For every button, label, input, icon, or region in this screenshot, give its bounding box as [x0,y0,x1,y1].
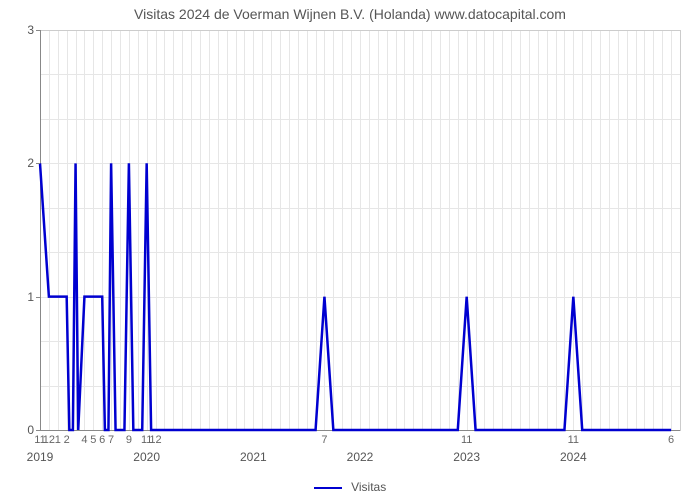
x-tick-month-label: 12 [43,434,55,446]
legend-label: Visitas [351,480,386,494]
x-tick-month-label: 7 [108,434,114,446]
x-tick-year-label: 2023 [453,450,480,464]
x-tick-month-label: 2 [64,434,70,446]
line-chart-svg [40,30,680,430]
x-tick-month-label: 6 [99,434,105,446]
legend-swatch [314,487,342,489]
chart-container: Visitas 2024 de Voerman Wijnen B.V. (Hol… [0,0,700,500]
x-tick-month-label: 11 [461,434,472,446]
x-tick-year-label: 2022 [347,450,374,464]
x-tick-year-label: 2019 [27,450,54,464]
y-tick-label: 2 [27,156,34,170]
x-tick-month-label: 4 [81,434,87,446]
data-line [40,163,671,430]
x-tick-year-label: 2024 [560,450,587,464]
x-tick-year-label: 2021 [240,450,267,464]
x-tick-month-label: 7 [321,434,327,446]
x-tick-month-label: 6 [668,434,674,446]
legend: Visitas [0,480,700,494]
x-tick-month-label: 11 [568,434,579,446]
chart-title: Visitas 2024 de Voerman Wijnen B.V. (Hol… [0,6,700,22]
y-tick-label: 1 [27,290,34,304]
y-tick-label: 0 [27,423,34,437]
y-tick-label: 3 [27,23,34,37]
x-tick-month-label: 12 [149,434,161,446]
x-tick-month-label: 5 [90,434,96,446]
x-tick-year-label: 2020 [133,450,160,464]
x-tick-month-label: 1 [55,434,61,446]
x-tick-month-label: 9 [126,434,132,446]
